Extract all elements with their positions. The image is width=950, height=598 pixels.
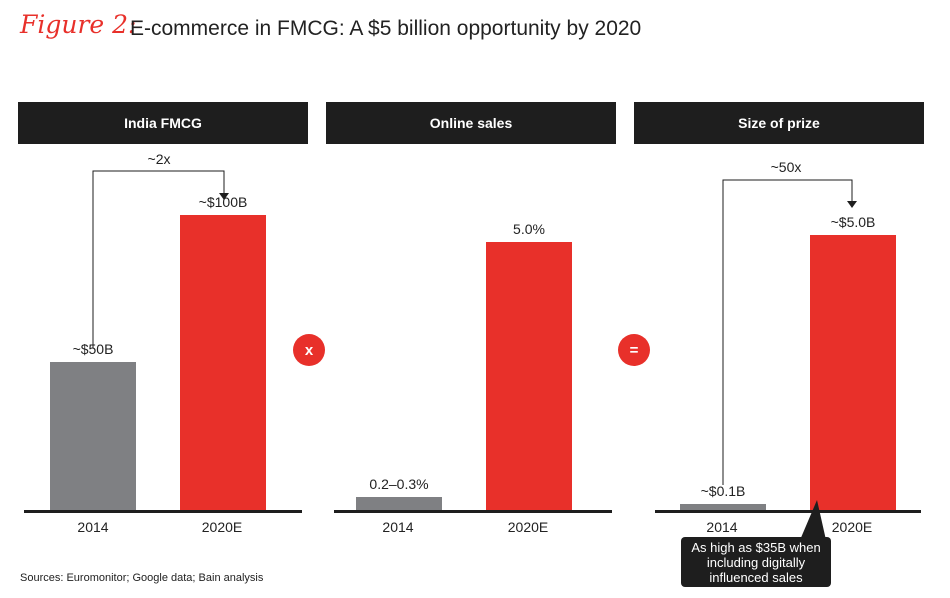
axis-line-size-of-prize (655, 510, 921, 513)
growth-label-size-of-prize: ~50x (770, 159, 802, 175)
bar-india-fmcg-2014 (50, 362, 136, 510)
panel-header-online-sales: Online sales (326, 102, 616, 144)
category-label-size-of-prize-2020e: 2020E (831, 519, 873, 535)
bar-india-fmcg-2020e (180, 215, 266, 510)
axis-line-india-fmcg (24, 510, 302, 513)
category-label-online-sales-2014: 2014 (382, 519, 414, 535)
growth-connector-size-of-prize (722, 179, 853, 485)
multiply-operator-icon: x (293, 334, 325, 366)
callout-box: As high as $35B when including digitally… (681, 537, 831, 587)
bar-size-of-prize-2020e (810, 235, 896, 510)
bar-online-sales-2020e (486, 242, 572, 510)
value-label-india-fmcg-2020e: ~$100B (198, 194, 248, 210)
growth-label-india-fmcg: ~2x (147, 151, 171, 167)
value-label-size-of-prize-2020e: ~$5.0B (830, 214, 876, 230)
panel-header-india-fmcg: India FMCG (18, 102, 308, 144)
category-label-online-sales-2020e: 2020E (507, 519, 549, 535)
category-label-size-of-prize-2014: 2014 (706, 519, 738, 535)
growth-connector-india-fmcg (92, 170, 225, 348)
figure-title: E-commerce in FMCG: A $5 billion opportu… (130, 17, 642, 40)
sources-note: Sources: Euromonitor; Google data; Bain … (20, 572, 264, 584)
equals-operator-icon: = (618, 334, 650, 366)
value-label-size-of-prize-2014: ~$0.1B (700, 483, 746, 499)
panel-header-size-of-prize: Size of prize (634, 102, 924, 144)
axis-line-online-sales (334, 510, 612, 513)
bar-size-of-prize-2014 (680, 504, 766, 510)
growth-arrowhead-size-of-prize (847, 201, 857, 208)
value-label-india-fmcg-2014: ~$50B (72, 341, 114, 357)
bar-online-sales-2014 (356, 497, 442, 510)
category-label-india-fmcg-2020e: 2020E (201, 519, 243, 535)
value-label-online-sales-2020e: 5.0% (513, 221, 545, 237)
value-label-online-sales-2014: 0.2–0.3% (369, 476, 429, 492)
figure-label: Figure 2: (20, 10, 137, 39)
growth-arrowhead-india-fmcg (219, 193, 229, 200)
callout-pointer (800, 500, 826, 540)
category-label-india-fmcg-2014: 2014 (77, 519, 109, 535)
